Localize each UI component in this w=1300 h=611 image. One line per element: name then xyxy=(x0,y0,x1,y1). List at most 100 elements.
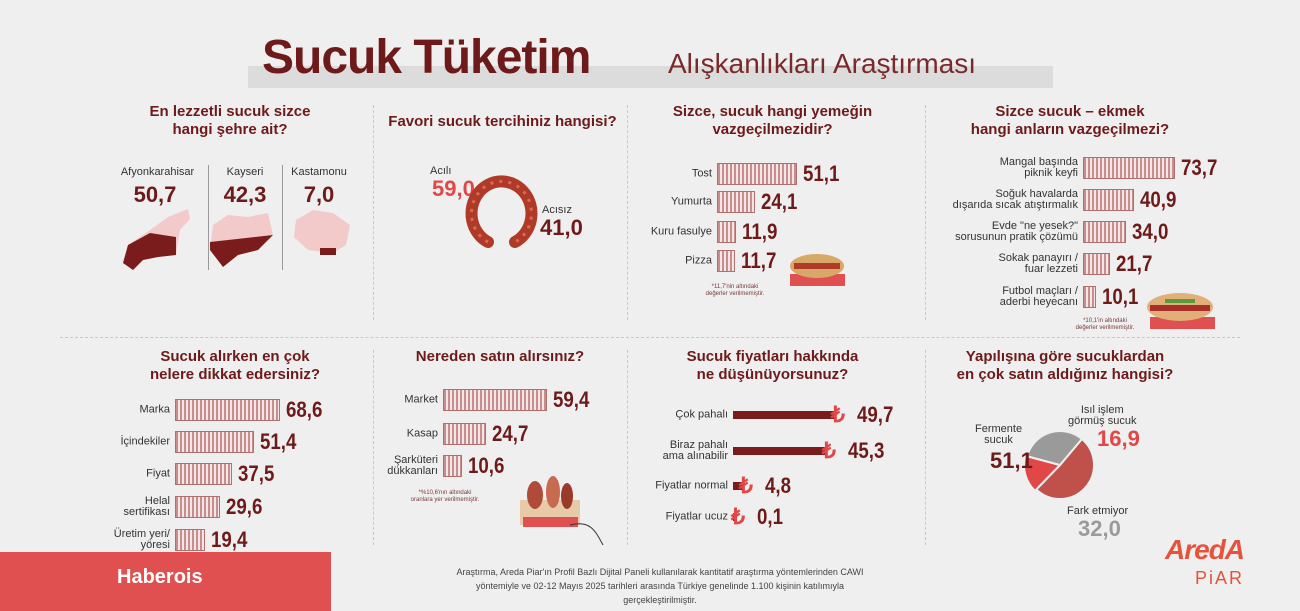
bar-label: Soğuk havalarda dışarıda sıcak atıştırma… xyxy=(952,188,1078,211)
city-value: 50,7 xyxy=(133,182,177,207)
divider xyxy=(373,350,374,545)
bar-value: 59,4 xyxy=(552,387,590,412)
bar-value: 10,6 xyxy=(467,453,504,478)
watermark-banner: Haberois xyxy=(0,552,331,611)
question-title: Favori sucuk tercihiniz hangisi? xyxy=(388,113,617,130)
city-value: 7,0 xyxy=(303,182,335,207)
question-title: Sizce, sucuk hangi yemeğin vazgeçilmezid… xyxy=(672,103,873,138)
bar-value: 10,1 xyxy=(1101,284,1139,309)
kastamonu-map-fill xyxy=(320,248,336,255)
pie-label: Acısız xyxy=(542,204,572,216)
question-title: Sizce sucuk – ekmek hangi anların vazgeç… xyxy=(970,103,1170,138)
bar xyxy=(175,399,280,421)
lira-icon: ₺ xyxy=(821,438,836,463)
bar xyxy=(443,423,487,445)
afyon-map-fill xyxy=(123,233,176,270)
divider xyxy=(925,105,926,320)
piar-logo: PiAR xyxy=(1195,568,1245,588)
city-label: Kastamonu xyxy=(291,166,347,178)
bar-label: Çok pahalı xyxy=(675,408,728,421)
question-title: Nereden satın alırsınız? xyxy=(415,348,585,365)
pie-slice xyxy=(1023,454,1062,493)
bar xyxy=(175,529,205,551)
bar-value: 73,7 xyxy=(1181,155,1218,180)
sandwich-image xyxy=(1147,293,1215,329)
watermark-text: Haberois xyxy=(117,566,203,588)
question-title: Yapılışına göre sucuklardan en çok satın… xyxy=(956,348,1174,383)
city-divider xyxy=(208,165,209,270)
bar-label: Şarküteri dükkanları xyxy=(387,454,438,477)
bar xyxy=(733,482,743,490)
bar xyxy=(1083,253,1111,275)
bar-label: Mangal başında piknik keyfi xyxy=(999,156,1078,179)
pie-value: 16,9 xyxy=(1097,426,1140,451)
bar-value: 51,4 xyxy=(259,429,297,454)
pie-slice xyxy=(1025,430,1084,467)
pie-label: Isıl işlem görmüş sucuk xyxy=(1068,404,1137,427)
bar xyxy=(1083,286,1096,308)
bar xyxy=(175,431,254,453)
bar-label: Yumurta xyxy=(671,195,712,208)
bar xyxy=(733,447,826,455)
sausage-ring xyxy=(465,175,538,248)
bar-label: Evde "ne yesek?" sorusunun pratik çözümü xyxy=(955,220,1078,243)
bar-value: 4,8 xyxy=(764,473,791,498)
bar-value: 24,7 xyxy=(492,421,529,446)
bar xyxy=(443,389,547,411)
question-title: En lezzetli sucuk sizce hangi şehre ait? xyxy=(149,103,311,138)
bar-label: Biraz pahalı ama alınabilir xyxy=(662,439,728,462)
kastamonu-map xyxy=(294,210,350,253)
bar-label: Sokak panayırı / fuar lezzeti xyxy=(998,252,1079,275)
footnote: *10,1'in altındaki değerler verilmemişti… xyxy=(1075,318,1135,331)
bar xyxy=(717,221,736,243)
city-divider xyxy=(282,165,283,270)
bar-label: Marka xyxy=(139,403,170,416)
lira-icon: ₺ xyxy=(830,402,845,427)
pie-label: Fark etmiyor xyxy=(1067,505,1129,517)
bar-label: Fiyat xyxy=(146,467,170,480)
question-title: Sucuk fiyatları hakkında ne düşünüyorsun… xyxy=(686,348,859,383)
bar-value: 11,7 xyxy=(741,248,777,273)
bar-label: İçindekiler xyxy=(120,435,170,448)
pie-value: 32,0 xyxy=(1078,516,1121,541)
lira-icon: ₺ xyxy=(731,504,745,529)
bar-value: 40,9 xyxy=(1140,187,1177,212)
bar-label: Fiyatlar ucuz xyxy=(665,510,728,523)
bar-label: Tost xyxy=(691,167,712,180)
lira-icon: ₺ xyxy=(738,473,753,498)
divider xyxy=(373,105,374,320)
bar-value: 11,9 xyxy=(741,219,778,244)
divider xyxy=(627,350,628,545)
footer-note: Araştırma, Areda Piar'ın Profil Bazlı Di… xyxy=(456,567,864,605)
bar-value: 51,1 xyxy=(803,161,840,186)
toast-image xyxy=(790,254,845,286)
bar xyxy=(1083,221,1126,243)
bar-label: Futbol maçları / aderbi heyecanı xyxy=(999,285,1078,308)
title-band xyxy=(248,66,1053,88)
city-label: Kayseri xyxy=(226,166,264,178)
divider xyxy=(925,350,926,545)
city-value: 42,3 xyxy=(223,182,267,207)
bar xyxy=(175,463,233,485)
deli-image xyxy=(520,476,604,545)
pie-value: 41,0 xyxy=(540,215,583,240)
bar-label: Kuru fasulye xyxy=(650,225,712,238)
bar-value: 19,4 xyxy=(210,527,248,552)
pie-chart xyxy=(1023,430,1095,500)
bar xyxy=(733,513,735,521)
bar-label: Pizza xyxy=(685,254,712,267)
kayseri-map-fill xyxy=(210,235,273,267)
bar xyxy=(1083,189,1135,211)
bar-label: Market xyxy=(404,393,438,406)
bar-value: 21,7 xyxy=(1116,251,1153,276)
bar xyxy=(175,496,221,518)
bar-value: 37,5 xyxy=(238,461,275,486)
footnote: *11,7'nin altındaki değerler verilmemişt… xyxy=(705,284,765,297)
divider xyxy=(627,105,628,320)
bar-label: Fiyatlar normal xyxy=(655,479,728,492)
page-title: Sucuk Tüketim xyxy=(262,31,591,84)
city-maps xyxy=(123,209,350,270)
pie-value: 59,0 xyxy=(432,176,475,201)
bar-label: Üretim yeri/ yöresi xyxy=(113,528,170,551)
bar-label: Kasap xyxy=(406,427,438,440)
